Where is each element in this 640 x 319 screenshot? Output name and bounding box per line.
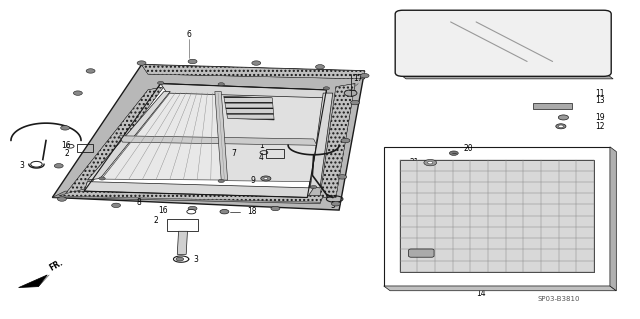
Polygon shape [320,84,355,197]
Polygon shape [141,65,365,79]
Circle shape [54,164,63,168]
Circle shape [428,161,433,164]
Circle shape [271,206,280,211]
Polygon shape [52,191,323,204]
Polygon shape [119,136,317,145]
Text: 5: 5 [330,201,335,210]
Circle shape [58,197,67,201]
Circle shape [188,59,197,64]
Polygon shape [84,182,314,197]
Circle shape [351,100,360,105]
Text: 8: 8 [136,198,141,207]
Polygon shape [220,93,323,182]
Circle shape [323,87,330,90]
Text: 9: 9 [251,175,255,185]
Circle shape [218,83,225,86]
Circle shape [176,257,184,261]
Polygon shape [177,231,188,254]
Text: FR.: FR. [47,257,64,272]
Circle shape [344,90,357,96]
Text: 1: 1 [259,141,264,150]
Text: 20: 20 [463,144,473,153]
Polygon shape [84,84,326,197]
Circle shape [111,203,120,208]
Polygon shape [215,92,228,180]
Text: 21: 21 [410,158,419,167]
Polygon shape [88,92,170,180]
Circle shape [220,210,229,214]
Circle shape [338,175,347,179]
Text: 4: 4 [259,153,264,162]
Bar [167,219,198,231]
Circle shape [558,115,568,120]
Polygon shape [65,87,164,194]
Bar [266,149,284,158]
Polygon shape [65,87,164,194]
Polygon shape [19,275,47,287]
Circle shape [449,151,458,155]
Circle shape [558,125,563,128]
Text: 6: 6 [187,30,192,39]
Circle shape [252,61,260,65]
Text: 17: 17 [353,74,363,83]
Circle shape [556,124,566,129]
Text: 3: 3 [19,161,24,170]
Circle shape [332,202,340,206]
Text: SP03-B3810: SP03-B3810 [538,296,580,302]
Text: 11: 11 [596,89,605,98]
Text: 18: 18 [247,207,257,216]
FancyBboxPatch shape [395,10,611,76]
Polygon shape [101,93,225,180]
Circle shape [310,185,317,189]
Bar [77,144,93,152]
Circle shape [218,179,225,182]
Circle shape [188,206,197,211]
Polygon shape [141,65,365,79]
Circle shape [187,210,196,214]
Text: 14: 14 [476,289,486,298]
Polygon shape [161,84,326,98]
Circle shape [360,73,369,78]
Polygon shape [534,103,572,109]
Text: 15: 15 [404,253,414,262]
Circle shape [341,138,350,143]
Text: 2: 2 [154,216,159,225]
Polygon shape [52,65,365,210]
Polygon shape [399,160,594,272]
Circle shape [157,81,164,85]
Text: 12: 12 [596,122,605,131]
Circle shape [264,178,268,179]
Text: 10: 10 [410,14,419,23]
Circle shape [137,61,146,65]
Text: 16: 16 [159,206,168,215]
Text: 13: 13 [596,97,605,106]
Text: 3: 3 [193,255,198,264]
Text: 7: 7 [232,149,236,158]
Text: 2: 2 [64,149,68,158]
Circle shape [424,160,436,166]
Polygon shape [59,191,323,202]
Polygon shape [320,84,355,197]
Text: 16: 16 [61,141,71,150]
Circle shape [74,91,83,95]
Polygon shape [610,147,616,291]
Polygon shape [310,93,333,188]
Text: 19: 19 [596,113,605,122]
Circle shape [61,126,70,130]
Circle shape [316,65,324,69]
Circle shape [86,69,95,73]
Circle shape [99,177,105,180]
Circle shape [31,161,42,167]
Polygon shape [224,96,274,120]
Polygon shape [399,74,613,79]
Polygon shape [384,286,616,291]
Circle shape [260,176,271,181]
FancyBboxPatch shape [408,249,434,257]
